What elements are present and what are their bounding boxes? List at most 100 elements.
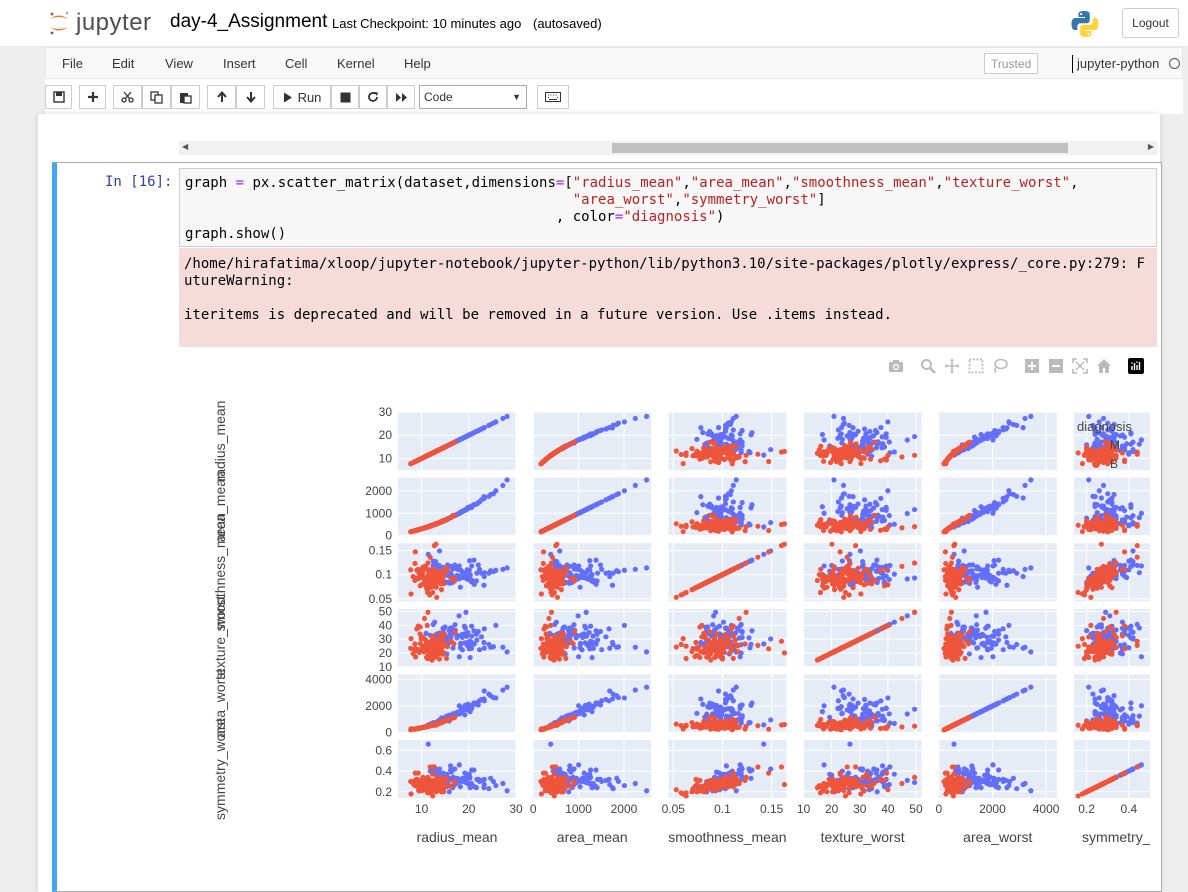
menu-cell[interactable]: Cell: [285, 56, 308, 71]
data-point-M: [474, 570, 480, 576]
subplot-area_mean-vs-texture_worst[interactable]: [803, 477, 922, 537]
zoom-out-icon[interactable]: [1048, 358, 1064, 374]
subplot-smoothness_mean-vs-area_worst[interactable]: [938, 541, 1057, 602]
subplot-texture_worst-vs-texture_worst[interactable]: [803, 608, 922, 668]
menu-kernel[interactable]: Kernel: [337, 56, 375, 71]
subplot-radius_mean-vs-area_mean[interactable]: [532, 411, 652, 470]
lasso-select-icon[interactable]: [992, 358, 1008, 374]
scrollbar-thumb[interactable]: [612, 143, 1068, 153]
zoom-icon[interactable]: [920, 358, 936, 374]
subplot-area_mean-vs-area_mean[interactable]: [532, 477, 652, 537]
subplot-texture_worst-vs-area_worst[interactable]: [938, 608, 1057, 668]
subplot-area_worst-vs-radius_mean[interactable]: [398, 674, 517, 733]
data-point-B: [408, 591, 414, 597]
subplot-texture_worst-vs-symmetry_worst[interactable]: [1074, 608, 1150, 668]
subplot-texture_worst-vs-smoothness_mean[interactable]: [668, 608, 788, 668]
data-point-M: [456, 711, 462, 717]
data-point-B: [942, 549, 948, 555]
subplot-smoothness_mean-vs-radius_mean[interactable]: [398, 541, 517, 602]
notebook-title[interactable]: day-4_Assignment: [170, 11, 328, 32]
cell-type-select[interactable]: Code ▼: [419, 85, 527, 109]
subplot-texture_worst-vs-radius_mean[interactable]: [398, 608, 517, 668]
autoscale-icon[interactable]: [1072, 358, 1088, 374]
subplot-smoothness_mean-vs-symmetry_worst[interactable]: [1074, 541, 1150, 602]
data-point-M: [1128, 504, 1134, 510]
data-point-B: [743, 560, 749, 566]
scatter-matrix-chart[interactable]: 102030radius_mean010002000area_mean0.050…: [190, 400, 1150, 860]
reset-axes-icon[interactable]: [1096, 358, 1112, 374]
subplot-radius_mean-vs-smoothness_mean[interactable]: [668, 411, 788, 470]
data-point-M: [821, 437, 827, 443]
data-point-M: [583, 575, 589, 581]
data-point-M: [621, 567, 628, 573]
scroll-left-icon[interactable]: ◀: [182, 142, 189, 151]
command-palette-button[interactable]: [537, 85, 569, 109]
menu-view[interactable]: View: [165, 56, 193, 71]
run-button[interactable]: Run: [273, 85, 331, 109]
data-point-M: [737, 623, 743, 629]
data-point-B: [424, 653, 431, 659]
subplot-radius_mean-vs-texture_worst[interactable]: [803, 411, 922, 470]
data-point-M: [966, 651, 972, 657]
data-point-B: [1094, 566, 1100, 572]
data-point-B: [945, 624, 951, 630]
subplot-area_mean-vs-radius_mean[interactable]: [398, 477, 517, 537]
cut-button[interactable]: [113, 85, 142, 109]
data-point-M: [578, 632, 584, 639]
jupyter-logo[interactable]: jupyter: [48, 8, 152, 38]
data-point-B: [689, 649, 695, 655]
data-point-B: [961, 643, 967, 650]
data-point-B: [1098, 448, 1104, 454]
kernel-name[interactable]: jupyter-python: [1077, 56, 1160, 71]
subplot-radius_mean-vs-symmetry_worst[interactable]: [1074, 411, 1150, 470]
menu-help[interactable]: Help: [404, 56, 431, 71]
data-point-B: [950, 451, 956, 458]
data-point-M: [881, 444, 888, 450]
subplot-radius_mean-vs-area_worst[interactable]: [938, 411, 1057, 470]
subplot-radius_mean-vs-radius_mean[interactable]: [398, 411, 517, 470]
data-point-B: [850, 453, 856, 459]
move-down-button[interactable]: [236, 85, 265, 109]
menu-file[interactable]: File: [62, 56, 83, 71]
copy-button[interactable]: [142, 85, 171, 109]
data-point-M: [749, 628, 755, 634]
insert-cell-button[interactable]: [79, 85, 106, 109]
data-point-M: [1084, 628, 1090, 634]
data-point-M: [590, 578, 596, 584]
subplot-area_mean-vs-smoothness_mean[interactable]: [668, 477, 788, 537]
paste-button[interactable]: [171, 85, 200, 109]
data-point-M: [500, 415, 506, 422]
data-point-M: [873, 445, 879, 451]
move-up-button[interactable]: [207, 85, 236, 109]
interrupt-button[interactable]: [331, 85, 359, 109]
zoom-in-icon[interactable]: [1024, 358, 1040, 374]
menu-edit[interactable]: Edit: [112, 56, 135, 71]
stderr-line: utureWarning:: [184, 273, 294, 289]
horizontal-scrollbar[interactable]: ◀ ▶: [179, 141, 1157, 155]
data-point-B: [693, 639, 699, 646]
subplot-texture_worst-vs-area_mean[interactable]: [532, 608, 652, 668]
camera-icon[interactable]: [888, 358, 904, 374]
box-select-icon[interactable]: [968, 358, 984, 374]
data-point-M: [739, 634, 745, 641]
subplot-area_mean-vs-area_worst[interactable]: [938, 477, 1057, 537]
data-point-B: [942, 458, 948, 465]
data-point-B: [1105, 461, 1111, 467]
subplot-smoothness_mean-vs-area_mean[interactable]: [532, 541, 652, 602]
code-editor[interactable]: graph = px.scatter_matrix(dataset,dimens…: [179, 168, 1157, 247]
data-point-B: [1109, 453, 1115, 459]
y-tick-label: 30: [379, 405, 393, 419]
logout-button[interactable]: Logout: [1122, 8, 1179, 38]
scroll-right-icon[interactable]: ▶: [1147, 142, 1154, 151]
subplot-area_mean-vs-symmetry_worst[interactable]: [1074, 477, 1150, 537]
pan-icon[interactable]: [944, 358, 960, 374]
restart-button[interactable]: [359, 85, 387, 109]
restart-run-all-button[interactable]: [387, 85, 415, 109]
trusted-indicator[interactable]: Trusted: [984, 53, 1039, 74]
plotly-logo-icon[interactable]: [1128, 358, 1144, 374]
data-point-B: [1107, 624, 1113, 630]
subplot-smoothness_mean-vs-texture_worst[interactable]: [803, 541, 922, 602]
save-button[interactable]: [45, 85, 72, 109]
menu-insert[interactable]: Insert: [223, 56, 256, 71]
subplot-smoothness_mean-vs-smoothness_mean[interactable]: [668, 541, 788, 602]
